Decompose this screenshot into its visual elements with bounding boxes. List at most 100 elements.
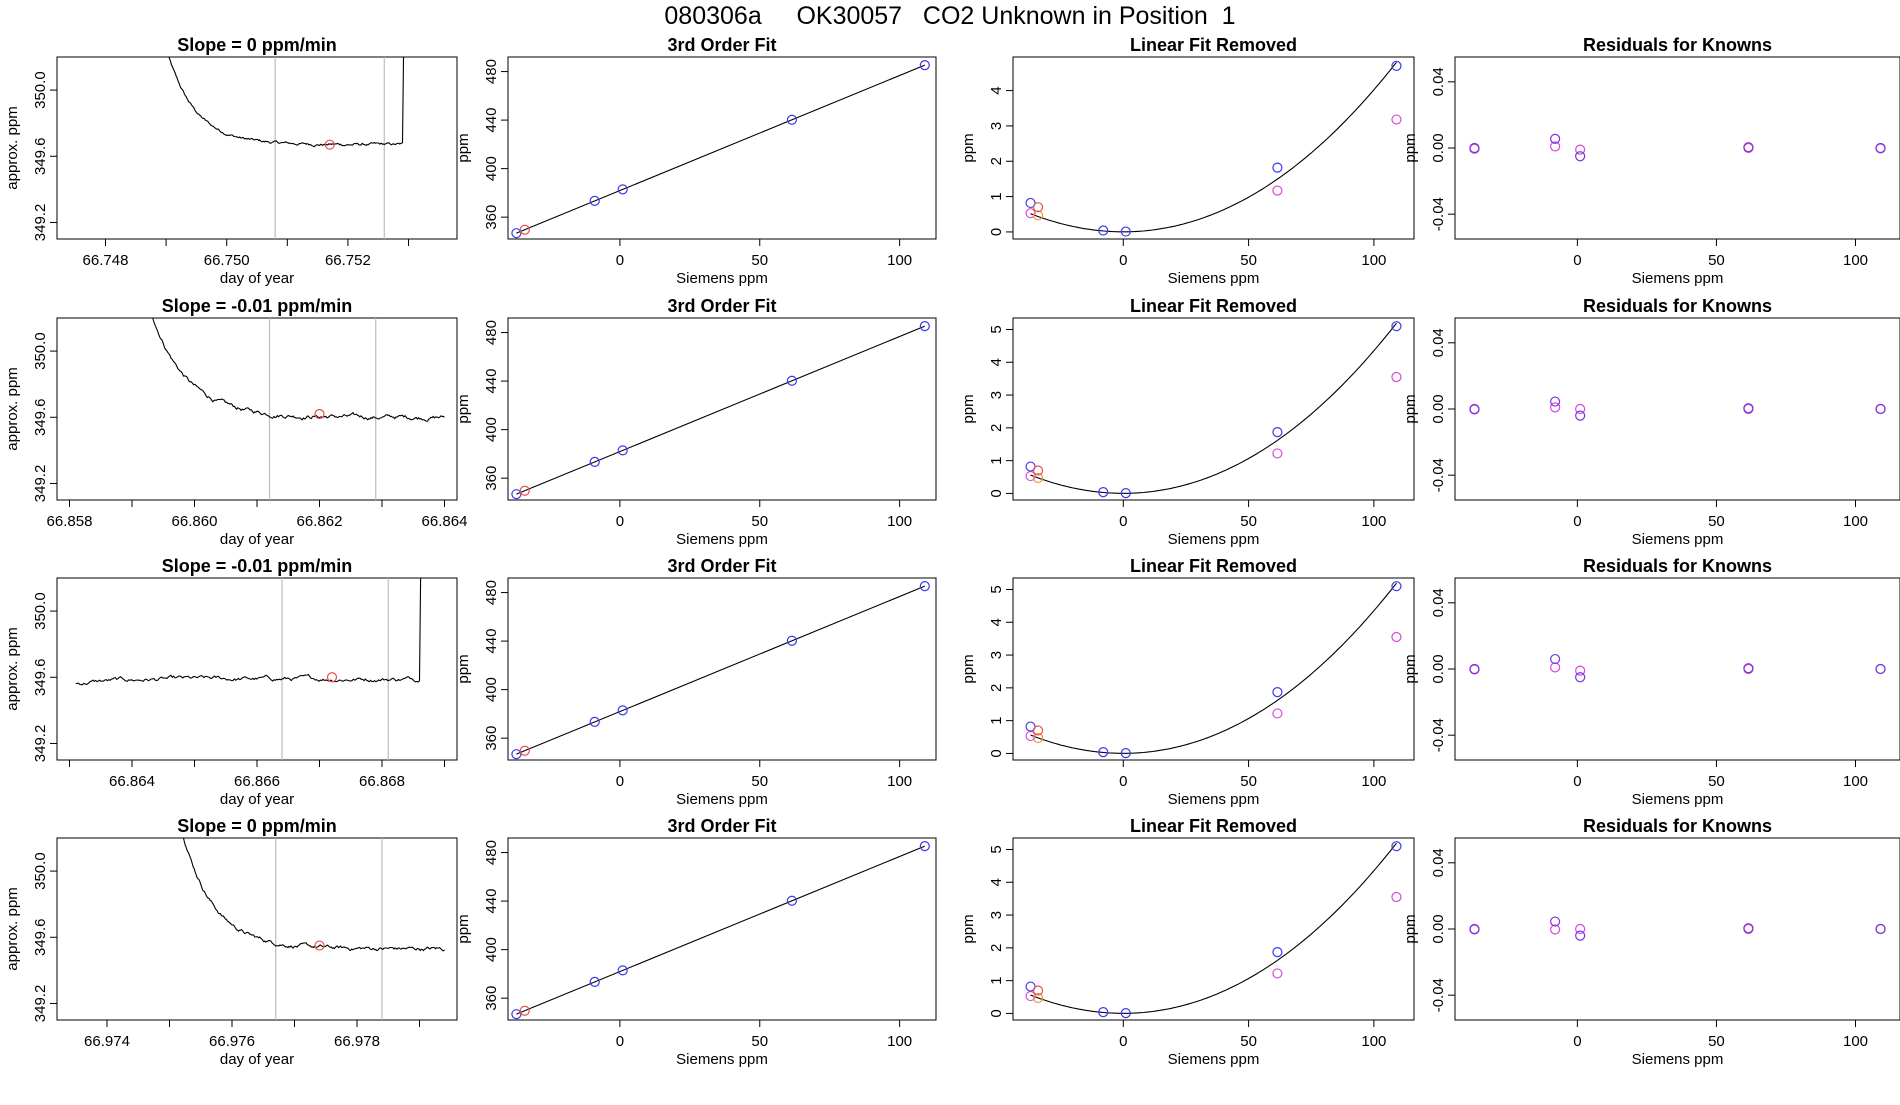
unknown-point xyxy=(1032,202,1044,213)
x-tick-label: 100 xyxy=(1361,1033,1386,1050)
data-trace xyxy=(75,578,422,686)
standard-point xyxy=(1098,1007,1109,1018)
y-tick-label: 1 xyxy=(988,192,1005,200)
y-tick-label: 440 xyxy=(483,108,500,133)
standard-point xyxy=(617,445,628,456)
standard-point xyxy=(786,895,798,906)
y-tick-label: 1 xyxy=(988,716,1005,724)
standard-point xyxy=(1391,841,1402,852)
plot-area xyxy=(511,60,930,239)
fit-line xyxy=(516,845,926,1015)
standard-point xyxy=(617,184,628,195)
residual-point xyxy=(1875,403,1886,415)
standard-point xyxy=(919,581,930,592)
x-axis-label: Siemens ppm xyxy=(1632,270,1724,287)
x-axis-label: Siemens ppm xyxy=(676,1051,768,1068)
x-tick-label: 100 xyxy=(1361,773,1386,790)
fit-line xyxy=(516,64,926,234)
standard-point xyxy=(919,321,930,332)
x-tick-label: 100 xyxy=(887,773,912,790)
standard-point xyxy=(1120,1008,1131,1019)
x-tick-label: 66.862 xyxy=(297,513,343,530)
residual-point xyxy=(1550,916,1561,927)
x-axis-label: Siemens ppm xyxy=(676,531,768,548)
plot-area xyxy=(1469,916,1886,941)
standard-point xyxy=(919,60,930,71)
x-axis-label: Siemens ppm xyxy=(1632,791,1724,808)
standard-point xyxy=(589,195,600,207)
y-tick-label: 0.04 xyxy=(1430,588,1447,617)
y-tick-label: 360 xyxy=(483,726,500,751)
unknown-point xyxy=(1032,725,1044,736)
x-tick-label: 0 xyxy=(1573,773,1581,790)
standard-point xyxy=(1272,427,1283,438)
chart-title: 3rd Order Fit xyxy=(667,35,776,55)
chart-1-residuals: Residuals for Knowns 0 50 100 -0.04 0.00 0.04 S… xyxy=(1402,35,1900,287)
average-marker xyxy=(314,408,325,420)
plot-area xyxy=(1025,581,1402,759)
y-tick-label: 3 xyxy=(988,391,1005,399)
chart-title: Residuals for Knowns xyxy=(1583,35,1772,55)
data-trace xyxy=(152,318,445,422)
chart-3-fit: 3rd Order Fit 0 50 100 360 400 440 480 Siemens p… xyxy=(455,556,937,808)
x-tick-label: 66.858 xyxy=(47,513,93,530)
y-tick-label: 440 xyxy=(483,369,500,394)
plot-frame xyxy=(507,577,937,761)
plot-area xyxy=(511,581,930,760)
y-tick-label: 3 xyxy=(988,911,1005,919)
fit-line xyxy=(516,325,926,495)
x-tick-label: 66.864 xyxy=(422,513,468,530)
y-tick-label: 0.00 xyxy=(1430,133,1447,162)
y-tick-label: 5 xyxy=(988,325,1005,333)
chart-3-timeseries: Slope = -0.01 ppm/min 66.864 66.866 66.868 3… xyxy=(4,556,458,808)
plot-area xyxy=(1469,653,1886,683)
x-tick-label: 50 xyxy=(1708,1033,1725,1050)
residual-point xyxy=(1575,410,1586,421)
y-axis-label: ppm xyxy=(960,654,977,683)
y-tick-label: 350.0 xyxy=(32,852,49,890)
standard-point xyxy=(786,375,798,386)
y-tick-label: 349.6 xyxy=(32,398,49,436)
x-tick-label: 100 xyxy=(1843,513,1868,530)
standard-point xyxy=(1120,488,1131,499)
standard-point xyxy=(1098,487,1109,498)
y-tick-label: 1 xyxy=(988,976,1005,984)
y-tick-label: 349.6 xyxy=(32,918,49,956)
residual-point xyxy=(1550,396,1561,407)
y-tick-label: 360 xyxy=(483,986,500,1011)
y-tick-label: 4 xyxy=(988,358,1005,366)
y-tick-label: 2 xyxy=(988,684,1005,692)
standard-point xyxy=(1391,60,1402,71)
standard-point xyxy=(511,489,522,500)
standard-point xyxy=(1272,947,1283,958)
x-tick-label: 66.860 xyxy=(172,513,218,530)
x-axis-label: Siemens ppm xyxy=(676,791,768,808)
y-axis-label: ppm xyxy=(1402,654,1419,683)
chart-2-timeseries: Slope = -0.01 ppm/min 66.858 66.860 66.862 6… xyxy=(4,296,467,548)
x-axis-label: day of year xyxy=(220,270,294,287)
plot-area xyxy=(1469,396,1886,421)
x-tick-label: 0 xyxy=(1119,773,1127,790)
y-tick-label: 4 xyxy=(988,618,1005,626)
x-axis-label: Siemens ppm xyxy=(1168,1051,1260,1068)
plot-area xyxy=(1025,841,1402,1019)
y-axis-label: approx. ppm xyxy=(4,887,21,970)
y-axis-label: approx. ppm xyxy=(4,106,21,189)
chart-title: 3rd Order Fit xyxy=(667,296,776,316)
standard-point xyxy=(1391,581,1402,592)
chart-4-residuals: Residuals for Knowns 0 50 100 -0.04 0.00 0.04 S… xyxy=(1402,816,1900,1068)
y-tick-label: 349.2 xyxy=(32,985,49,1023)
plot-frame xyxy=(507,317,937,501)
chart-title: 3rd Order Fit xyxy=(667,816,776,836)
standard-point xyxy=(786,114,798,125)
chart-1-linear_removed: Linear Fit Removed 0 50 100 0 1 2 3 4 Siemens ppm… xyxy=(960,35,1415,287)
standard-point xyxy=(1025,197,1036,209)
chart-title: 3rd Order Fit xyxy=(667,556,776,576)
y-tick-label: 349.6 xyxy=(32,658,49,696)
y-tick-label: 4 xyxy=(988,86,1005,94)
residual-point-magenta xyxy=(1550,402,1561,413)
residual-point xyxy=(1575,151,1586,162)
y-axis-label: ppm xyxy=(455,914,472,943)
y-tick-label: 480 xyxy=(483,320,500,345)
